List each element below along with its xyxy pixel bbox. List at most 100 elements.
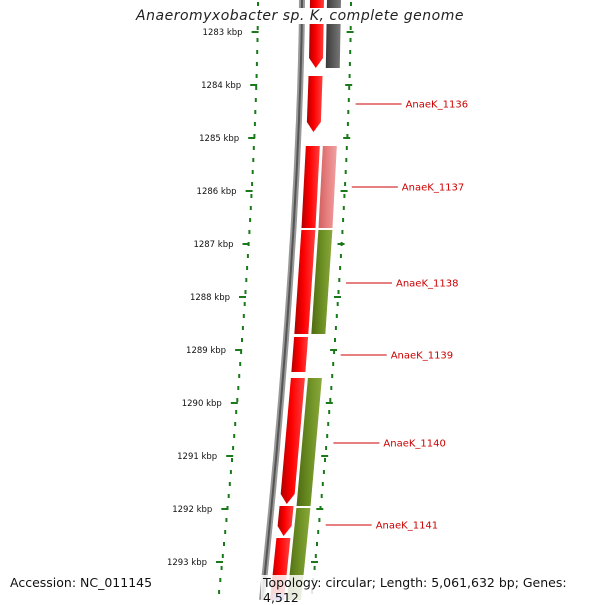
ruler-dot-left xyxy=(240,350,243,354)
ruler-major-tick xyxy=(226,455,234,457)
ruler-dot-left xyxy=(244,290,247,294)
ruler-dot-right xyxy=(317,530,320,534)
ruler-dot-right xyxy=(343,194,346,198)
ruler-dot-right xyxy=(318,518,321,522)
forward-gene-block xyxy=(294,230,316,334)
ruler-tick-label: 1288 kbp xyxy=(190,293,230,303)
ruler-dot-left xyxy=(250,194,253,198)
ruler-tick-label: 1283 kbp xyxy=(203,28,243,38)
ruler-dot-right xyxy=(320,494,323,498)
ruler-dot-right xyxy=(326,434,329,438)
ruler-dot-right xyxy=(341,230,344,234)
ruler-tick-label: 1286 kbp xyxy=(197,187,237,197)
ruler-dot-left xyxy=(256,50,259,54)
ruler-dot-right xyxy=(347,110,350,114)
ruler-tick-label: 1289 kbp xyxy=(186,346,226,356)
ruler-dot-right xyxy=(334,338,336,342)
ruler-dot-left xyxy=(254,98,257,102)
ruler-dot-right xyxy=(345,146,348,150)
ruler-dot-left xyxy=(223,542,225,546)
ruler-dot-left xyxy=(253,122,256,126)
ruler-tick-label: 1285 kbp xyxy=(199,134,239,144)
ruler-major-tick-right xyxy=(340,190,348,192)
ruler-dot-left xyxy=(255,62,258,66)
ruler-dot-right xyxy=(332,362,335,366)
ruler-dot-left xyxy=(228,482,231,486)
ruler-dot-right xyxy=(328,410,331,414)
ruler-dot-left xyxy=(241,326,244,330)
ruler-major-tick-right xyxy=(343,137,351,139)
ruler-major-tick-right xyxy=(337,243,345,245)
ruler-dot-left xyxy=(246,254,249,258)
ruler-dot-left xyxy=(236,398,239,402)
reverse-gene-block xyxy=(318,146,337,228)
ruler-dot-left xyxy=(246,266,249,270)
ruler-dot-right xyxy=(324,458,326,462)
accession-label: Accession: NC_011145 xyxy=(8,575,155,590)
ruler-major-tick-right xyxy=(316,508,324,510)
forward-gene-block xyxy=(306,76,323,132)
ruler-major-tick xyxy=(221,508,229,510)
ruler-major-tick-right xyxy=(311,561,318,563)
forward-gene-block xyxy=(291,337,309,372)
ruler-dot-left xyxy=(249,206,252,210)
ruler-dot-left xyxy=(257,2,259,6)
ruler-dot-right xyxy=(337,290,340,294)
ruler-dot-left xyxy=(248,230,251,234)
ruler-dot-right xyxy=(342,206,345,210)
ruler-dot-right xyxy=(334,326,337,330)
ruler-tick-label: 1290 kbp xyxy=(182,399,222,409)
ruler-dot-left xyxy=(251,182,254,186)
ruler-tick-label: 1287 kbp xyxy=(193,240,233,250)
ruler-dot-left xyxy=(254,110,257,114)
ruler-dot-left xyxy=(239,362,242,366)
ruler-major-tick-right xyxy=(330,349,338,351)
ruler-dot-right xyxy=(321,482,324,486)
ruler-major-tick-right xyxy=(325,402,333,404)
ruler-tick-label: 1284 kbp xyxy=(201,81,241,91)
ruler-dot-left xyxy=(256,26,259,30)
ruler-major-tick xyxy=(239,296,246,298)
ruler-dot-right xyxy=(339,254,342,258)
ruler-dot-right xyxy=(333,350,336,354)
ruler-dot-left xyxy=(219,578,222,582)
ruler-dot-left xyxy=(235,410,238,414)
gene-label: AnaeK_1137 xyxy=(402,183,464,194)
ruler-dot-right xyxy=(331,374,334,378)
ruler-dot-left xyxy=(224,530,227,534)
ruler-dot-left xyxy=(241,338,243,342)
ruler-dot-right xyxy=(348,86,351,90)
gene-label: AnaeK_1138 xyxy=(396,279,458,290)
gene-label: AnaeK_1141 xyxy=(376,521,438,532)
ruler-dot-right xyxy=(344,182,347,186)
ruler-major-tick xyxy=(248,137,256,139)
ruler-major-tick xyxy=(230,402,238,404)
ruler-dot-right xyxy=(336,302,339,306)
ruler-major-tick xyxy=(242,243,250,245)
ruler-dot-left xyxy=(237,386,240,390)
ruler-dot-right xyxy=(350,2,352,6)
ruler-dot-left xyxy=(255,74,258,78)
forward-gene-block xyxy=(301,146,320,228)
gene-label: AnaeK_1136 xyxy=(406,100,468,111)
ruler-dot-right xyxy=(347,98,350,102)
ruler-dot-right xyxy=(342,218,345,222)
backbone-inner xyxy=(261,0,303,601)
forward-gene-block xyxy=(277,506,294,536)
ruler-dot-right xyxy=(348,62,351,66)
ruler-dot-right xyxy=(335,314,338,318)
ruler-dot-left xyxy=(245,278,248,282)
ruler-major-tick-right xyxy=(346,31,354,33)
ruler-dot-left xyxy=(232,446,235,450)
map-title: Anaeromyxobacter sp. K, complete genome xyxy=(0,8,600,24)
ruler-tick-label: 1292 kbp xyxy=(172,505,212,515)
ruler-dot-right xyxy=(348,74,351,78)
forward-gene-block xyxy=(280,378,305,504)
ruler-dot-left xyxy=(243,302,246,306)
ruler-dot-left xyxy=(238,374,241,378)
map-title-text: Anaeromyxobacter sp. K, complete genome xyxy=(132,8,468,24)
ruler-major-tick xyxy=(216,561,223,563)
ruler-dot-left xyxy=(249,218,252,222)
